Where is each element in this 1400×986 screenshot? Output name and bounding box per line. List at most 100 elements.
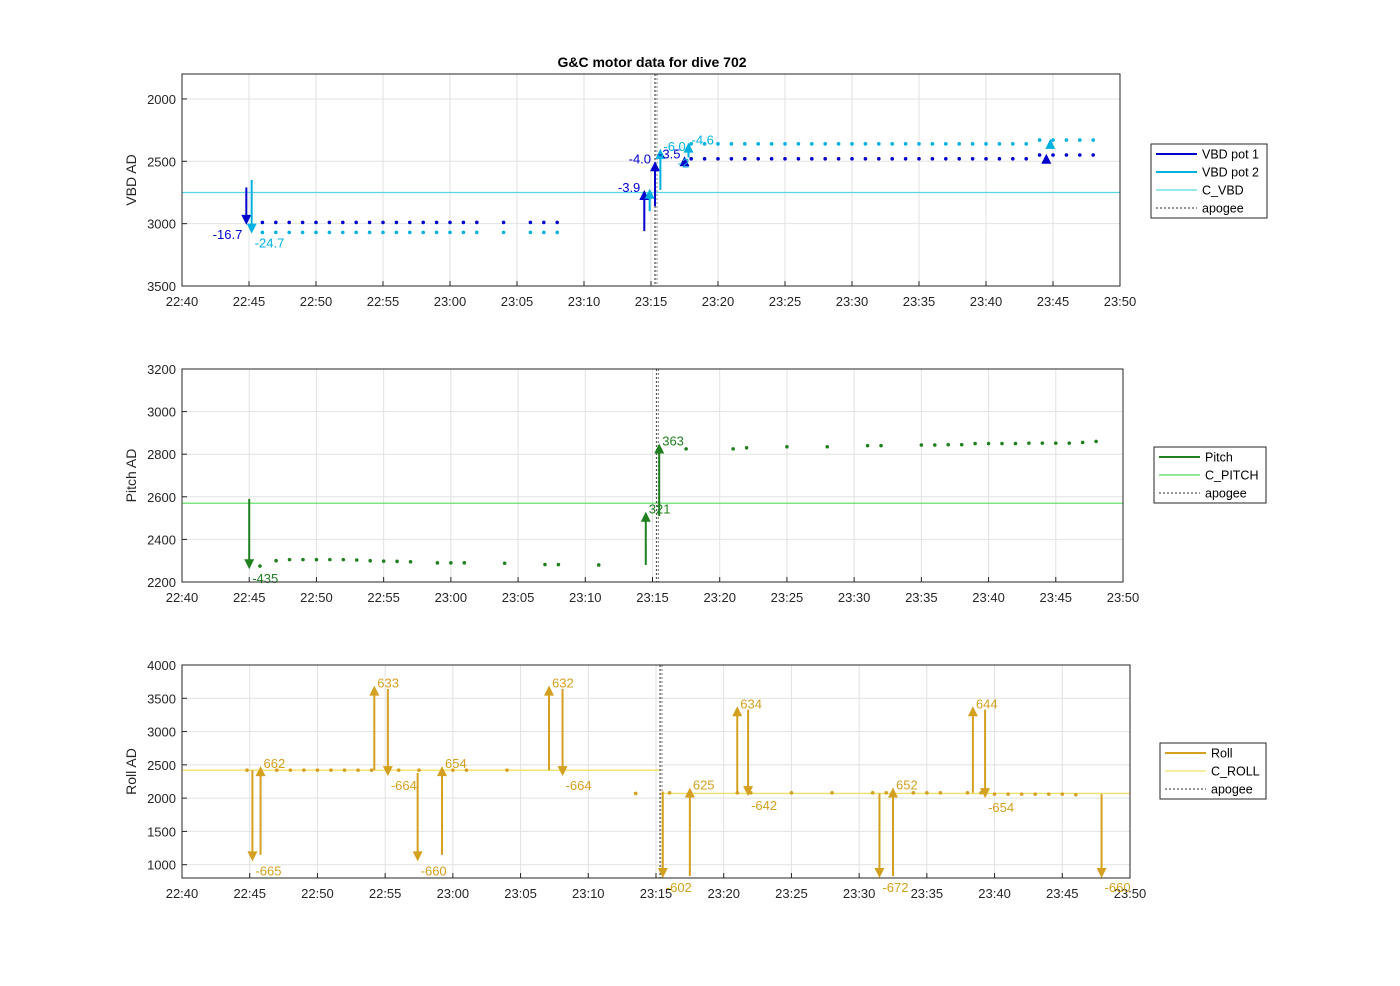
data-point (973, 441, 977, 446)
motor-arrow-head (1045, 138, 1056, 149)
data-point (435, 561, 440, 565)
legend-label: VBD pot 1 (1202, 148, 1259, 162)
data-point (461, 220, 466, 225)
data-point (287, 230, 292, 235)
data-point (1051, 153, 1055, 157)
data-point (381, 230, 385, 235)
data-point (342, 768, 347, 772)
data-point (1011, 157, 1015, 161)
x-tick-label: 23:25 (775, 886, 808, 901)
data-point (965, 791, 970, 795)
arrow-value-label: -664 (391, 778, 417, 793)
data-point (1053, 441, 1058, 445)
data-point (1064, 153, 1069, 157)
data-point (863, 142, 868, 146)
data-point (903, 157, 908, 161)
x-tick-label: 23:50 (1114, 886, 1147, 901)
data-point (556, 562, 561, 567)
x-tick-label: 23:20 (707, 886, 740, 901)
y-tick-label: 3000 (147, 725, 176, 740)
data-point (911, 791, 916, 795)
y-axis-label: Pitch AD (123, 449, 139, 503)
motor-arrow-head (732, 706, 743, 717)
data-point (1013, 441, 1018, 446)
axes-frame (181, 368, 1124, 583)
x-tick-label: 22:50 (301, 886, 334, 901)
data-point (769, 157, 774, 161)
data-point (464, 768, 469, 772)
data-point (756, 157, 760, 161)
motor-arrow-head (241, 214, 252, 225)
x-tick-label: 23:15 (640, 886, 673, 901)
data-point (684, 447, 688, 451)
data-point (395, 559, 399, 564)
data-point (543, 562, 547, 567)
data-point (970, 142, 975, 146)
data-point (396, 768, 401, 772)
data-point (850, 157, 854, 161)
data-point (796, 157, 801, 161)
x-tick-label: 23:35 (903, 294, 936, 309)
x-tick-label: 23:40 (978, 886, 1011, 901)
data-point (879, 443, 883, 448)
data-point (542, 220, 546, 225)
data-point (1037, 138, 1042, 142)
data-point (877, 142, 881, 146)
data-point (884, 791, 889, 795)
y-tick-label: 1500 (147, 824, 176, 839)
data-point (933, 443, 937, 447)
arrow-value-label: -4.0 (629, 151, 651, 166)
legend-label: Pitch (1205, 451, 1233, 465)
x-tick-label: 23:05 (502, 590, 535, 605)
motor-arrow-head (255, 766, 266, 777)
data-point (329, 768, 333, 772)
data-point (1024, 157, 1028, 161)
x-tick-label: 23:00 (434, 294, 467, 309)
y-tick-label: 2600 (147, 490, 176, 505)
y-axis-label: Roll AD (123, 748, 139, 795)
x-tick-label: 23:30 (838, 590, 871, 605)
data-point (288, 768, 293, 772)
arrow-value-label: 632 (552, 676, 574, 691)
data-point (702, 142, 707, 146)
data-point (555, 220, 559, 225)
arrow-value-label: -4.6 (692, 133, 714, 148)
motor-arrow-head (654, 443, 665, 454)
data-point (1091, 138, 1095, 142)
data-point (890, 157, 894, 161)
data-point (300, 220, 305, 225)
data-point (1080, 440, 1085, 445)
data-point (830, 791, 834, 795)
x-tick-label: 22:40 (166, 294, 199, 309)
x-tick-label: 23:00 (437, 886, 470, 901)
data-point (756, 142, 760, 146)
arrow-value-label: -654 (988, 800, 1014, 815)
data-point (836, 157, 841, 161)
arrow-value-label: -660 (1105, 880, 1131, 895)
data-point (796, 142, 801, 146)
data-point (341, 220, 345, 225)
data-point (327, 230, 332, 235)
data-point (421, 230, 426, 235)
data-point (957, 142, 961, 146)
data-point (1074, 792, 1078, 797)
x-tick-label: 23:30 (836, 294, 869, 309)
data-point (274, 230, 278, 235)
data-point (367, 230, 372, 235)
y-tick-label: 2400 (147, 532, 176, 547)
x-tick-label: 22:40 (166, 590, 199, 605)
motor-arrow-head (557, 766, 568, 777)
motor-arrow-head (382, 766, 393, 777)
arrow-value-label: 662 (264, 756, 286, 771)
data-point (245, 768, 249, 772)
data-point (823, 142, 827, 146)
legend-label: C_PITCH (1205, 469, 1258, 483)
y-tick-label: 2200 (147, 575, 176, 590)
motor-arrow-head (1041, 153, 1052, 164)
x-tick-label: 23:45 (1037, 294, 1070, 309)
data-point (716, 157, 720, 161)
motor-arrow-head (437, 766, 448, 777)
